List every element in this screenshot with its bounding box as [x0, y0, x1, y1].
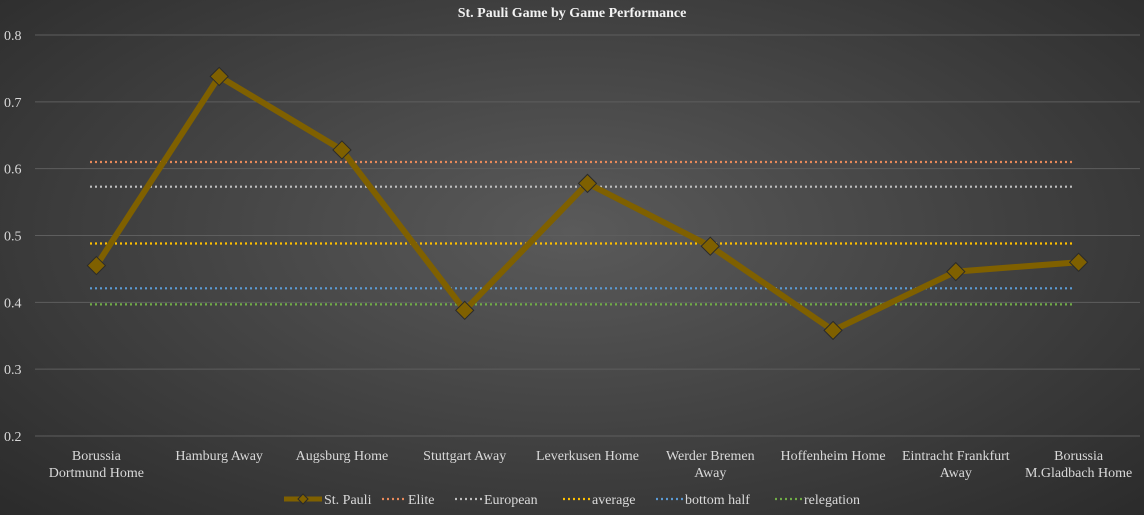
st-pauli-point: [332, 140, 352, 160]
st-pauli-point: [1068, 252, 1089, 272]
x-category-label: Hoffenheim Home: [781, 449, 886, 464]
legend: St. Pauli Elite European average bottom half…: [284, 493, 860, 508]
st-pauli-point: [823, 320, 843, 341]
gridlines: [35, 34, 1140, 437]
legend-label-european: European: [484, 493, 538, 508]
st-pauli-point: [455, 300, 475, 321]
legend-label-st.-pauli: St. Pauli: [324, 493, 372, 508]
x-category-label: Hamburg Away: [175, 449, 263, 464]
st-pauli-point: [577, 173, 598, 194]
y-tick-label: 0.7: [4, 96, 22, 111]
x-category-label: Augsburg Home: [296, 449, 389, 464]
x-category-label: Borussia M.Gladbach Home: [1025, 449, 1132, 481]
st-pauli-line: [93, 73, 1079, 334]
legend-label-relegation: relegation: [804, 493, 860, 508]
x-category-label: Stuttgart Away: [423, 449, 506, 464]
y-tick-label: 0.5: [4, 230, 22, 245]
legend-label-average: average: [592, 493, 636, 508]
legend-marker-st.-pauli: [297, 493, 309, 505]
y-tick-label: 0.8: [4, 29, 22, 44]
y-axis-ticks: 0.2 0.3 0.4 0.5 0.6 0.7 0.8: [4, 29, 22, 445]
x-category-label: Leverkusen Home: [536, 449, 639, 464]
y-tick-label: 0.4: [4, 296, 22, 311]
x-category-label: Werder Bremen Away: [666, 449, 755, 481]
legend-label-elite: Elite: [408, 493, 434, 508]
chart-title: St. Pauli Game by Game Performance: [458, 6, 687, 21]
x-axis-category-labels: Borussia Dortmund Home Hamburg Away Augsbur…: [49, 449, 1133, 481]
st-pauli-point: [946, 261, 966, 282]
st-pauli-series: [86, 66, 1089, 341]
legend-label-bottom-half: bottom half: [685, 493, 750, 508]
y-tick-label: 0.2: [4, 430, 22, 445]
y-tick-label: 0.3: [4, 363, 22, 378]
x-category-label: Eintracht Frankfurt Away: [902, 449, 1010, 481]
reference-lines: [90, 160, 1075, 306]
y-tick-label: 0.6: [4, 163, 22, 178]
x-category-label: Borussia Dortmund Home: [49, 449, 144, 481]
st-pauli-point: [209, 66, 229, 87]
st-pauli-point: [700, 236, 720, 256]
st-pauli-point: [86, 255, 107, 276]
